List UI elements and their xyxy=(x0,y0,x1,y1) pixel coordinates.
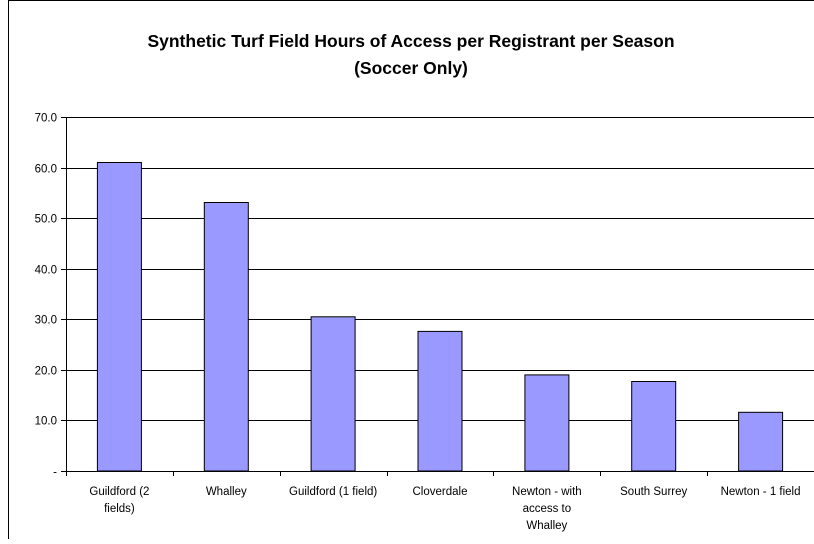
chart-title-line2: (Soccer Only) xyxy=(354,58,468,78)
bar xyxy=(203,202,249,472)
frame-left-border xyxy=(8,0,9,539)
bars xyxy=(96,162,784,472)
x-tick-label: Cloverdale xyxy=(413,486,468,498)
bar xyxy=(310,316,356,472)
y-tick-label: 30.0 xyxy=(35,315,57,327)
y-tick-label: 70.0 xyxy=(35,113,57,125)
y-tick-label: 40.0 xyxy=(35,265,57,277)
gridlines xyxy=(66,117,814,421)
bar xyxy=(96,162,142,472)
y-tick-label: 50.0 xyxy=(35,214,57,226)
bar xyxy=(417,330,463,472)
x-tick-label: Guildford (2 fields) xyxy=(89,486,149,515)
axes xyxy=(61,117,814,476)
y-tick-label: 10.0 xyxy=(35,416,57,428)
x-tick-label: Newton - 1 field xyxy=(721,486,801,498)
chart-title-line1: Synthetic Turf Field Hours of Access per… xyxy=(147,31,674,51)
x-tick-label: Guildford (1 field) xyxy=(289,486,377,498)
y-tick-label: 20.0 xyxy=(35,366,57,378)
bar xyxy=(631,381,677,472)
y-axis-tick-labels: - 10.0 20.0 30.0 40.0 50.0 60.0 70.0 xyxy=(35,113,58,479)
x-tick-label: South Surrey xyxy=(620,486,687,498)
x-axis-tick-labels: Guildford (2 fields) Whalley Guildford (1 f… xyxy=(89,486,800,532)
x-tick-label: Whalley xyxy=(206,486,247,498)
x-tick-label: Newton - with access to Whalley xyxy=(512,486,582,532)
bar xyxy=(524,374,570,472)
bar xyxy=(738,411,784,472)
frame-top-border xyxy=(8,0,814,1)
y-tick-label: - xyxy=(53,467,57,479)
y-tick-label: 60.0 xyxy=(35,164,57,176)
